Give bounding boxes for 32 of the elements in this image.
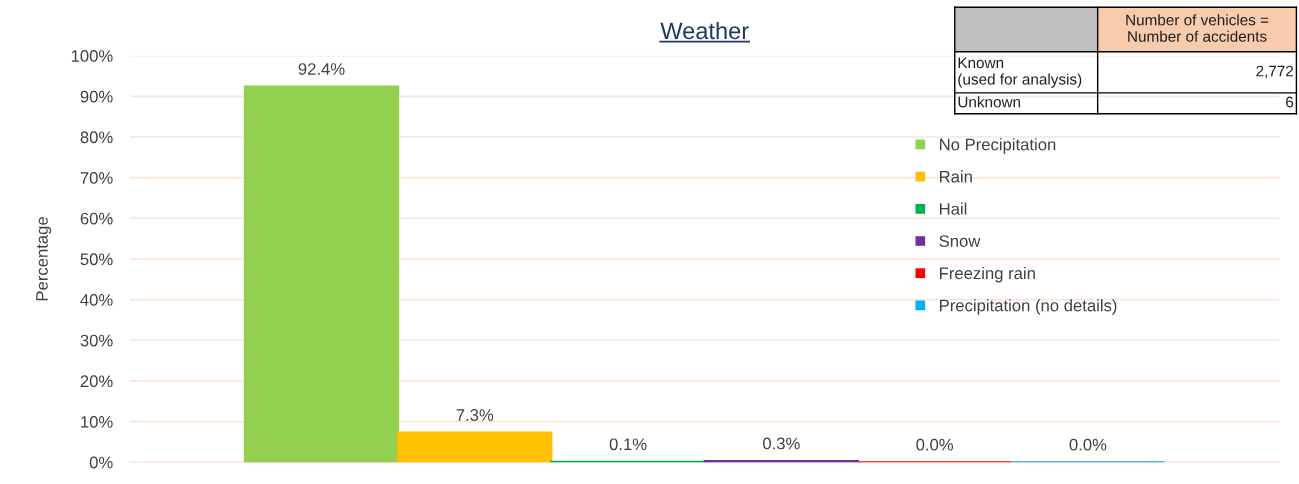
bar xyxy=(397,431,553,463)
legend-label: Precipitation (no details) xyxy=(940,299,1117,315)
y-tick-label: 30% xyxy=(80,334,113,347)
y-tick-label: 70% xyxy=(80,172,113,184)
y-tick-label: 0% xyxy=(89,456,113,469)
y-tick-label: 100% xyxy=(71,50,113,62)
y-tick-label: 20% xyxy=(80,375,113,388)
data-label: 0.3% xyxy=(763,437,800,450)
data-label: 0.1% xyxy=(609,438,647,451)
legend-label: Snow xyxy=(939,235,981,247)
legend-label: Freezing rain xyxy=(940,266,1035,283)
data-label: 92.4% xyxy=(298,63,345,75)
y-tick-label: 80% xyxy=(80,131,113,144)
data-label: 7.3% xyxy=(456,409,494,421)
y-tick-label: 50% xyxy=(80,253,113,266)
y-tick-label: 60% xyxy=(80,212,113,225)
bar xyxy=(243,85,400,463)
chart-title: Weather xyxy=(660,21,749,40)
data-label: 0.0% xyxy=(1069,438,1107,451)
annotation: Known (used for analysis) xyxy=(958,57,1082,88)
text: 6 xyxy=(1286,96,1294,108)
y-tick-label: 40% xyxy=(80,294,113,306)
legend-label: Rain xyxy=(940,170,972,183)
legend-label: No Precipitation xyxy=(940,138,1056,154)
annotation: 2,772 xyxy=(1256,65,1294,79)
text: Number of vehicles = Number of accidents xyxy=(1126,14,1269,42)
legend-label: Hail xyxy=(940,202,967,215)
annotation: Unknown xyxy=(958,96,1021,108)
y-tick-label: 90% xyxy=(80,90,113,103)
y-tick-label: 10% xyxy=(81,415,113,428)
y-axis-title: Percentage xyxy=(36,217,52,301)
data-label: 0.0% xyxy=(916,438,954,451)
